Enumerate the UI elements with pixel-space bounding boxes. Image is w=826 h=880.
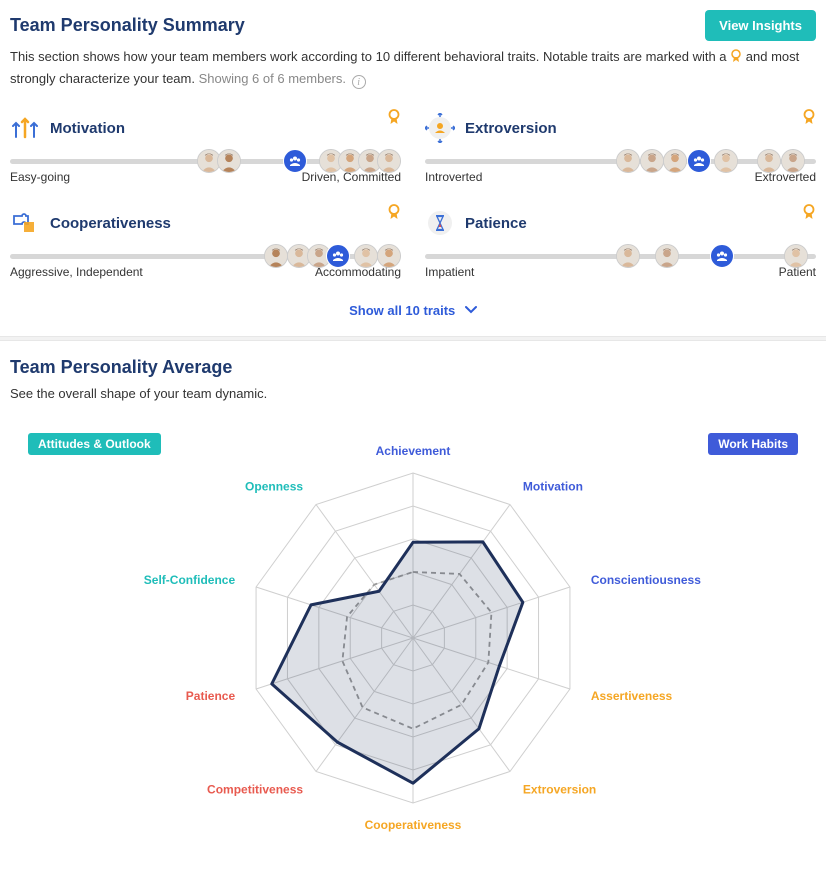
member-avatar[interactable] — [781, 149, 805, 173]
member-avatar[interactable] — [616, 244, 640, 268]
axis-label: Patience — [186, 689, 236, 703]
traits-grid: Motivation Easy-going Driven, Committed … — [10, 107, 816, 285]
member-avatar[interactable] — [354, 244, 378, 268]
summary-section: Team Personality Summary View Insights T… — [0, 0, 826, 336]
member-avatar[interactable] — [784, 244, 808, 268]
axis-label: Competitiveness — [207, 782, 303, 796]
trait-card: Patience Impatient Patient — [425, 202, 816, 285]
axis-label: Openness — [245, 480, 303, 494]
hourglass-icon — [425, 208, 455, 238]
trait-name: Patience — [465, 215, 527, 232]
member-avatar[interactable] — [655, 244, 679, 268]
trait-slider[interactable] — [425, 254, 816, 259]
person-arrows-icon — [425, 113, 455, 143]
group-marker[interactable] — [326, 244, 350, 268]
average-title: Team Personality Average — [10, 357, 816, 378]
group-marker[interactable] — [283, 149, 307, 173]
notable-ribbon-icon — [387, 204, 401, 223]
summary-intro: This section shows how your team members… — [10, 47, 816, 89]
radar-chart-wrap: Attitudes & Outlook Work Habits Achievem… — [10, 413, 816, 843]
slider-avatars — [425, 147, 816, 175]
slider-avatars — [425, 242, 816, 270]
axis-label: Achievement — [376, 444, 451, 458]
group-marker[interactable] — [710, 244, 734, 268]
info-icon[interactable]: i — [352, 75, 366, 89]
axis-label: Self-Confidence — [144, 573, 236, 587]
trait-header: Extroversion — [425, 113, 816, 143]
member-avatar[interactable] — [640, 149, 664, 173]
member-avatar[interactable] — [264, 244, 288, 268]
intro-showing: Showing 6 of 6 members. — [199, 71, 346, 86]
trait-header: Cooperativeness — [10, 208, 401, 238]
work-habits-pill[interactable]: Work Habits — [708, 433, 798, 455]
view-insights-button[interactable]: View Insights — [705, 10, 816, 41]
show-all-label: Show all 10 traits — [349, 303, 455, 318]
trait-name: Motivation — [50, 120, 125, 137]
member-avatar[interactable] — [217, 149, 241, 173]
trait-name: Extroversion — [465, 120, 557, 137]
arrows-up-icon — [10, 113, 40, 143]
puzzle-icon — [10, 208, 40, 238]
axis-label: Assertiveness — [591, 689, 673, 703]
member-avatar[interactable] — [616, 149, 640, 173]
trait-card: Cooperativeness Aggressive, Independent … — [10, 202, 401, 285]
axis-label: Conscientiousness — [591, 573, 701, 587]
average-subtitle: See the overall shape of your team dynam… — [10, 386, 816, 401]
group-marker[interactable] — [687, 149, 711, 173]
axis-label: Motivation — [523, 480, 583, 494]
member-avatar[interactable] — [377, 149, 401, 173]
trait-header: Motivation — [10, 113, 401, 143]
notable-ribbon-icon — [802, 109, 816, 128]
slider-avatars — [10, 242, 401, 270]
member-avatar[interactable] — [663, 149, 687, 173]
trait-card: Extroversion Introverted Extroverted — [425, 107, 816, 190]
attitudes-pill[interactable]: Attitudes & Outlook — [28, 433, 161, 455]
trait-slider[interactable] — [425, 159, 816, 164]
trait-header: Patience — [425, 208, 816, 238]
show-all-traits-link[interactable]: Show all 10 traits — [10, 285, 816, 336]
summary-header: Team Personality Summary View Insights — [10, 10, 816, 41]
ribbon-icon — [730, 49, 742, 69]
radar-chart: Achievement Motivation Conscientiousness As… — [13, 413, 813, 843]
slider-avatars — [10, 147, 401, 175]
trait-slider[interactable] — [10, 159, 401, 164]
trait-slider[interactable] — [10, 254, 401, 259]
trait-name: Cooperativeness — [50, 215, 171, 232]
intro-text-1: This section shows how your team members… — [10, 49, 730, 64]
member-avatar[interactable] — [714, 149, 738, 173]
notable-ribbon-icon — [387, 109, 401, 128]
chevron-down-icon — [465, 303, 477, 318]
trait-card: Motivation Easy-going Driven, Committed — [10, 107, 401, 190]
notable-ribbon-icon — [802, 204, 816, 223]
member-avatar[interactable] — [377, 244, 401, 268]
summary-title: Team Personality Summary — [10, 15, 245, 36]
axis-label: Extroversion — [523, 782, 596, 796]
axis-label: Cooperativeness — [365, 818, 462, 832]
member-avatar[interactable] — [757, 149, 781, 173]
average-section: Team Personality Average See the overall… — [0, 341, 826, 843]
